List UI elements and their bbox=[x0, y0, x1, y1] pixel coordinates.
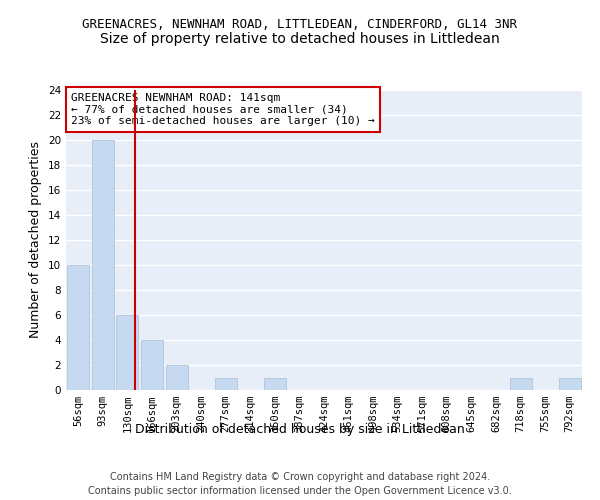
Text: GREENACRES NEWNHAM ROAD: 141sqm
← 77% of detached houses are smaller (34)
23% of: GREENACRES NEWNHAM ROAD: 141sqm ← 77% of… bbox=[71, 93, 375, 126]
Bar bbox=[141, 340, 163, 390]
Bar bbox=[116, 315, 139, 390]
Text: GREENACRES, NEWNHAM ROAD, LITTLEDEAN, CINDERFORD, GL14 3NR: GREENACRES, NEWNHAM ROAD, LITTLEDEAN, CI… bbox=[83, 18, 517, 30]
Text: Contains public sector information licensed under the Open Government Licence v3: Contains public sector information licen… bbox=[88, 486, 512, 496]
Bar bbox=[92, 140, 114, 390]
Bar bbox=[67, 265, 89, 390]
Bar bbox=[509, 378, 532, 390]
Y-axis label: Number of detached properties: Number of detached properties bbox=[29, 142, 43, 338]
Bar bbox=[264, 378, 286, 390]
Text: Size of property relative to detached houses in Littledean: Size of property relative to detached ho… bbox=[100, 32, 500, 46]
Bar bbox=[166, 365, 188, 390]
Text: Distribution of detached houses by size in Littledean: Distribution of detached houses by size … bbox=[135, 422, 465, 436]
Bar bbox=[559, 378, 581, 390]
Text: Contains HM Land Registry data © Crown copyright and database right 2024.: Contains HM Land Registry data © Crown c… bbox=[110, 472, 490, 482]
Bar bbox=[215, 378, 237, 390]
